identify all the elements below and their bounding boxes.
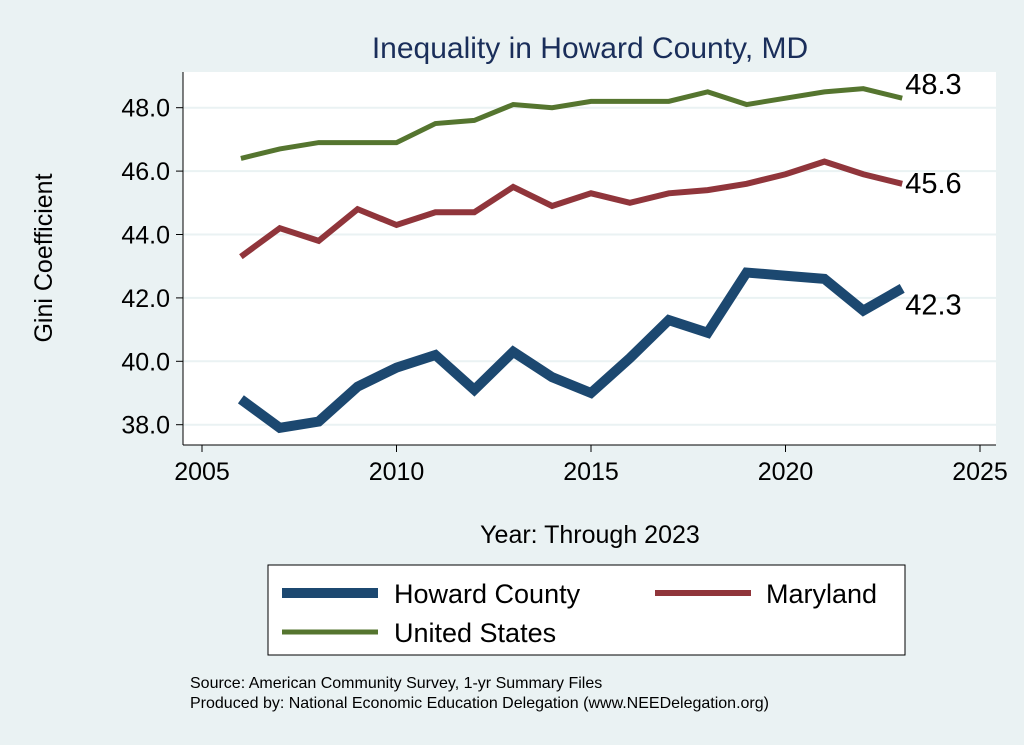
y-tick-label: 48.0	[121, 95, 170, 123]
y-tick-label: 40.0	[121, 348, 170, 376]
plot-area	[183, 72, 996, 445]
legend-label-united-states: United States	[394, 618, 556, 648]
legend-label-maryland: Maryland	[766, 579, 877, 609]
x-tick-label: 2015	[563, 458, 619, 486]
series-line-united-states	[240, 86, 903, 161]
x-tick-label: 2020	[758, 458, 814, 486]
y-tick-label: 38.0	[121, 412, 170, 440]
x-tick-label: 2005	[174, 458, 230, 486]
legend-label-howard-county: Howard County	[394, 579, 581, 609]
x-axis-label: Year: Through 2023	[480, 521, 700, 549]
y-axis-label: Gini Coefficient	[30, 173, 58, 342]
end-label: 45.6	[905, 168, 961, 200]
end-label: 42.3	[905, 289, 961, 321]
y-tick-label: 46.0	[121, 158, 170, 186]
series-line-howard-county	[237, 267, 905, 434]
chart-title: Inequality in Howard County, MD	[372, 32, 808, 65]
x-tick-label: 2010	[369, 458, 425, 486]
end-label: 48.3	[905, 69, 961, 101]
series-line-maryland	[239, 158, 903, 260]
produced-by-note: Produced by: National Economic Education…	[190, 695, 769, 712]
y-tick-label: 44.0	[121, 222, 170, 250]
x-tick-label: 2025	[952, 458, 1008, 486]
legend: Howard County Maryland United States	[267, 564, 906, 656]
y-tick-label: 42.0	[121, 285, 170, 313]
source-note: Source: American Community Survey, 1-yr …	[190, 675, 602, 692]
